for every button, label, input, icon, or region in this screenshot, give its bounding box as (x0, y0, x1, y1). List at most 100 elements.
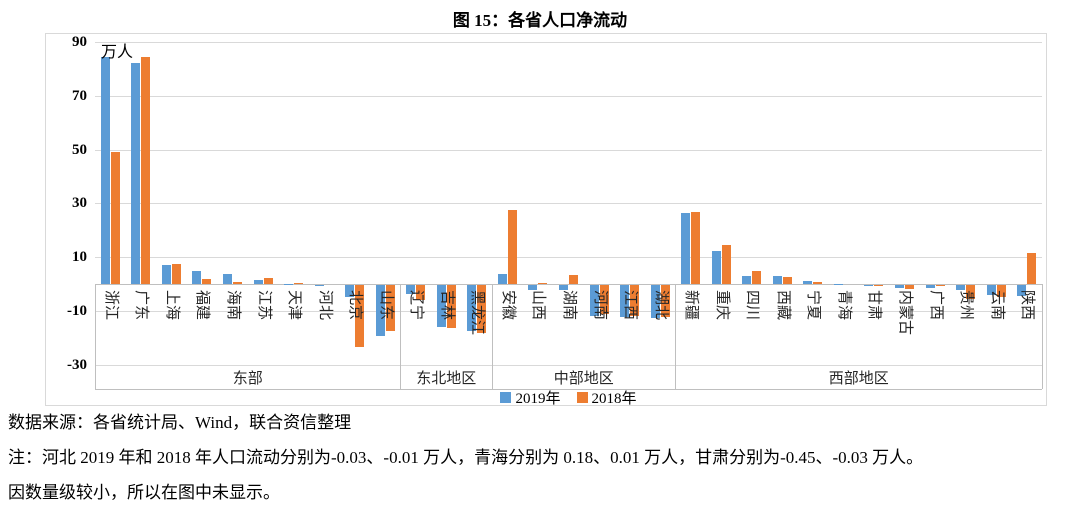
bar-2019-甘肃 (864, 285, 874, 287)
category-label: 广东 (133, 290, 150, 321)
category-label: 吉林 (438, 290, 455, 321)
bar-2019-广西 (925, 285, 935, 289)
category-label: 山西 (530, 290, 547, 321)
category-label: 广西 (927, 290, 944, 321)
category-label: 甘肃 (866, 290, 883, 321)
gridline (95, 203, 1042, 205)
bar-2018-湖北 (660, 285, 670, 318)
region-label: 中部地区 (553, 371, 614, 387)
y-axis-tick-label: -30 (67, 356, 87, 373)
region-label: 西部地区 (828, 371, 889, 387)
bar-2018-湖南 (569, 274, 578, 284)
y-axis-tick-label: 90 (72, 33, 87, 50)
bar-2018-云南 (996, 285, 1006, 297)
region-separator (492, 284, 494, 389)
bar-2019-山西 (528, 285, 538, 290)
region-label: 东北地区 (416, 371, 477, 387)
category-label: 山东 (377, 290, 394, 321)
bar-2018-江西 (630, 285, 640, 316)
gridline (95, 41, 1042, 43)
bar-2019-吉林 (436, 285, 446, 327)
bar-2019-北京 (345, 285, 355, 298)
bar-2019-贵州 (956, 285, 966, 291)
x-axis-line (95, 284, 1042, 285)
bar-2019-内蒙古 (895, 285, 905, 289)
category-label: 贵州 (958, 290, 975, 321)
chart-legend: 2019年 2018年 (95, 387, 1042, 408)
y-axis-unit-label: 万人 (101, 44, 134, 61)
region-separator (1042, 284, 1043, 389)
note-text-line2: 因数量级较小，所以在图中未显示。 (8, 483, 280, 502)
y-axis-tick-label: 10 (72, 249, 87, 266)
region-label: 东部 (232, 371, 263, 387)
legend-label-2019年: 2019年 (515, 391, 561, 407)
bar-2018-北京 (355, 285, 365, 347)
legend-item-2019年: 2019年 (500, 387, 561, 408)
category-label: 浙江 (102, 290, 119, 321)
category-label: 四川 (744, 290, 761, 321)
category-label: 天津 (286, 290, 303, 321)
category-label: 新疆 (683, 290, 700, 321)
legend-swatch-2018年 (576, 392, 588, 403)
category-label: 河南 (591, 290, 608, 321)
category-label: 江西 (622, 290, 639, 321)
category-label: 青海 (835, 290, 852, 321)
bar-2019-上海 (161, 264, 171, 284)
bar-2019-湖南 (559, 285, 568, 291)
bar-2018-辽宁 (416, 285, 426, 300)
chart-frame (45, 33, 1047, 406)
bar-2018-上海 (171, 263, 181, 284)
category-label: 北京 (347, 290, 364, 321)
bar-2019-陕西 (1017, 285, 1027, 297)
category-label: 江苏 (255, 290, 272, 321)
bar-2019-浙江 (100, 56, 110, 284)
bar-2018-宁夏 (813, 281, 823, 284)
bar-2019-湖北 (650, 285, 660, 319)
category-label: 云南 (988, 290, 1005, 321)
bar-2019-广东 (131, 62, 141, 284)
bar-2018-四川 (752, 270, 762, 284)
bar-2019-河南 (589, 285, 599, 316)
bar-2018-江苏 (263, 278, 273, 284)
legend-swatch-2019年 (500, 392, 512, 403)
bar-2019-云南 (986, 285, 996, 296)
bar-2019-宁夏 (803, 280, 813, 284)
bar-2018-广西 (935, 285, 945, 287)
data-source-text: 数据来源：各省统计局、Wind，联合资信整理 (8, 413, 352, 432)
bar-2018-陕西 (1027, 253, 1037, 284)
bar-2018-海南 (232, 282, 242, 284)
bar-2018-吉林 (446, 285, 456, 329)
category-label: 安徽 (499, 290, 516, 321)
y-axis-tick-label: 70 (72, 87, 87, 104)
y-axis-tick-label: 50 (72, 141, 87, 158)
gridline (95, 149, 1042, 151)
gridline (95, 364, 1042, 366)
bar-2018-广东 (141, 57, 151, 284)
bar-2019-安徽 (497, 274, 507, 284)
gridline (95, 95, 1042, 97)
category-label: 湖北 (652, 290, 669, 321)
category-label: 黑龙江 (469, 290, 486, 336)
bar-2018-山西 (538, 283, 548, 284)
bar-2019-辽宁 (406, 285, 416, 295)
category-label: 上海 (163, 290, 180, 321)
bar-2018-天津 (294, 282, 304, 284)
region-separator (675, 284, 677, 389)
bar-2018-西藏 (782, 277, 792, 284)
category-label: 海南 (224, 290, 241, 321)
category-label: 宁夏 (805, 290, 822, 321)
legend-item-2018年: 2018年 (576, 387, 637, 408)
bar-2018-福建 (202, 278, 212, 284)
axis-bottom-line (95, 389, 1042, 390)
bar-2019-江西 (620, 285, 630, 318)
category-label: 河北 (316, 290, 333, 321)
category-label: 西藏 (774, 290, 791, 321)
chart-title: 图 15：各省人口净流动 (452, 11, 628, 30)
bar-2019-福建 (192, 271, 202, 284)
bar-2019-黑龙江 (467, 285, 477, 331)
bar-2019-四川 (742, 275, 752, 284)
y-axis-tick-label: 30 (72, 195, 87, 212)
category-label: 辽宁 (408, 290, 425, 321)
category-label: 内蒙古 (897, 290, 914, 336)
